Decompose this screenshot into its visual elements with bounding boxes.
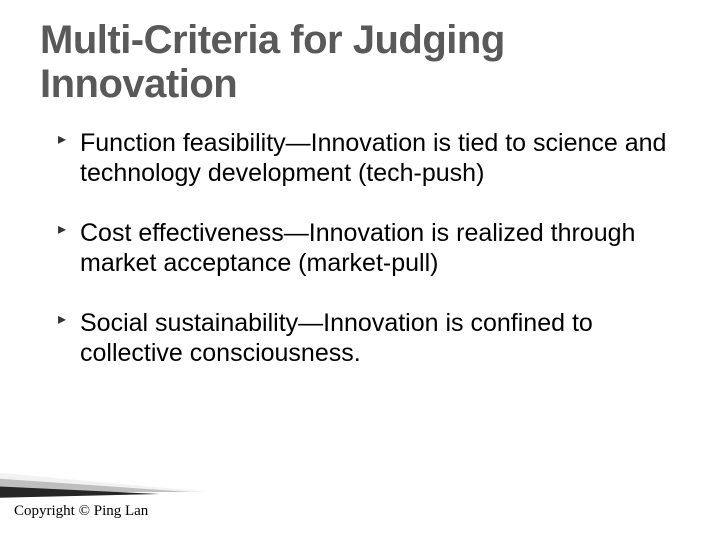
copyright-text: Copyright © Ping Lan [14, 503, 148, 520]
bullet-list: Function feasibility—Innovation is tied … [40, 128, 680, 368]
list-item: Cost effectiveness—Innovation is realize… [58, 218, 680, 278]
slide-title: Multi-Criteria for Judging Innovation [40, 18, 680, 106]
decorative-wedge-icon [0, 472, 210, 500]
list-item: Social sustainability—Innovation is conf… [58, 308, 680, 368]
list-item: Function feasibility—Innovation is tied … [58, 128, 680, 188]
slide: Multi-Criteria for Judging Innovation Fu… [0, 0, 720, 540]
